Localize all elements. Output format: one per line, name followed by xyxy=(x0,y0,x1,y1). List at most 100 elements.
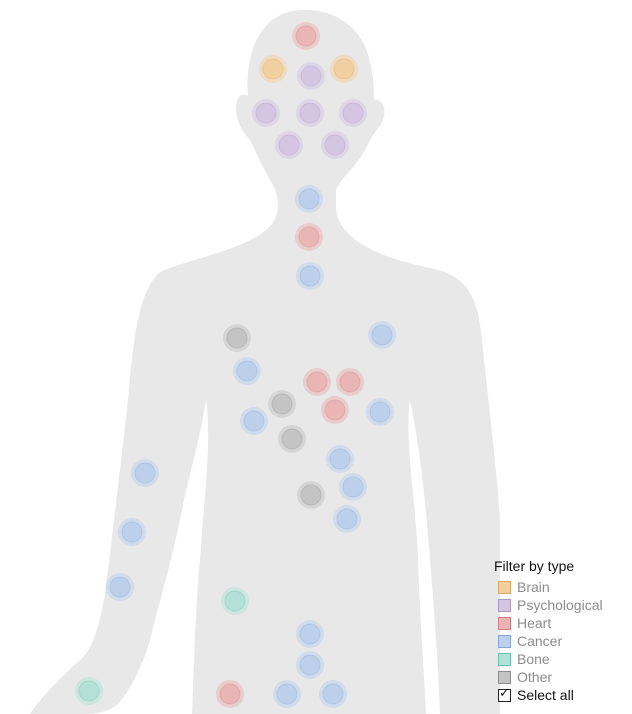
dot-core xyxy=(243,410,265,432)
condition-dot-cancer[interactable] xyxy=(296,262,324,290)
condition-dot-cancer[interactable] xyxy=(233,357,261,385)
select-all-checkbox[interactable]: ✓ xyxy=(498,684,511,702)
condition-dot-psychological[interactable] xyxy=(275,131,303,159)
filter-option-other[interactable]: Other xyxy=(494,668,626,686)
bone-swatch-icon xyxy=(498,652,511,666)
condition-dot-psychological[interactable] xyxy=(297,62,325,90)
dot-core xyxy=(276,683,298,705)
dot-core xyxy=(262,58,284,80)
filter-label-cancer: Cancer xyxy=(517,633,563,649)
dot-core xyxy=(369,401,391,423)
dot-core xyxy=(298,226,320,248)
condition-dot-cancer[interactable] xyxy=(339,473,367,501)
dot-core xyxy=(299,654,321,676)
condition-dot-heart[interactable] xyxy=(336,368,364,396)
dot-core xyxy=(300,65,322,87)
dot-core xyxy=(236,360,258,382)
filter-label-brain: Brain xyxy=(517,579,550,595)
select-all-option[interactable]: ✓ Select all xyxy=(494,686,626,704)
checkmark-icon: ✓ xyxy=(499,684,510,700)
dot-core xyxy=(299,265,321,287)
select-all-label: Select all xyxy=(517,687,574,703)
filter-label-psychological: Psychological xyxy=(517,597,603,613)
filter-option-heart[interactable]: Heart xyxy=(494,614,626,632)
dot-core xyxy=(300,484,322,506)
condition-dot-cancer[interactable] xyxy=(296,620,324,648)
dot-core xyxy=(324,134,346,156)
condition-dot-heart[interactable] xyxy=(216,680,244,708)
dot-core xyxy=(121,521,143,543)
body-silhouette xyxy=(30,10,500,714)
dot-core xyxy=(336,508,358,530)
filter-option-psychological[interactable]: Psychological xyxy=(494,596,626,614)
dot-core xyxy=(342,102,364,124)
dot-core xyxy=(371,324,393,346)
condition-dot-other[interactable] xyxy=(223,324,251,352)
condition-dot-cancer[interactable] xyxy=(240,407,268,435)
dot-core xyxy=(109,576,131,598)
filter-option-brain[interactable]: Brain xyxy=(494,578,626,596)
dot-core xyxy=(226,327,248,349)
cancer-swatch-icon xyxy=(498,634,511,648)
dot-core xyxy=(306,371,328,393)
dot-core xyxy=(255,102,277,124)
condition-dots xyxy=(75,22,396,708)
condition-dot-cancer[interactable] xyxy=(131,459,159,487)
psychological-swatch-icon xyxy=(498,598,511,612)
condition-dot-psychological[interactable] xyxy=(296,99,324,127)
dot-core xyxy=(78,680,100,702)
condition-dot-cancer[interactable] xyxy=(273,680,301,708)
dot-core xyxy=(339,371,361,393)
condition-dot-heart[interactable] xyxy=(321,396,349,424)
condition-dot-psychological[interactable] xyxy=(321,131,349,159)
condition-dot-other[interactable] xyxy=(278,425,306,453)
condition-dot-brain[interactable] xyxy=(259,55,287,83)
dot-core xyxy=(295,25,317,47)
dot-core xyxy=(271,393,293,415)
condition-dot-bone[interactable] xyxy=(221,587,249,615)
condition-dot-cancer[interactable] xyxy=(368,321,396,349)
condition-dot-psychological[interactable] xyxy=(339,99,367,127)
filter-title: Filter by type xyxy=(494,558,575,574)
filter-option-bone[interactable]: Bone xyxy=(494,650,626,668)
filter-panel: Filter by type Brain Psychological Heart… xyxy=(494,556,626,710)
filter-label-other: Other xyxy=(517,669,553,685)
brain-swatch-icon xyxy=(498,580,511,594)
condition-dot-heart[interactable] xyxy=(303,368,331,396)
condition-dot-other[interactable] xyxy=(297,481,325,509)
condition-dot-cancer[interactable] xyxy=(319,680,347,708)
filter-option-cancer[interactable]: Cancer xyxy=(494,632,626,650)
dot-core xyxy=(219,683,241,705)
condition-dot-heart[interactable] xyxy=(295,223,323,251)
condition-dot-cancer[interactable] xyxy=(326,445,354,473)
condition-dot-cancer[interactable] xyxy=(295,185,323,213)
dot-core xyxy=(134,462,156,484)
dot-core xyxy=(278,134,300,156)
dot-core xyxy=(299,623,321,645)
condition-dot-bone[interactable] xyxy=(75,677,103,705)
other-swatch-icon xyxy=(498,670,511,684)
dot-core xyxy=(224,590,246,612)
dot-core xyxy=(333,58,355,80)
condition-dot-heart[interactable] xyxy=(292,22,320,50)
dot-core xyxy=(324,399,346,421)
condition-dot-cancer[interactable] xyxy=(118,518,146,546)
condition-dot-cancer[interactable] xyxy=(333,505,361,533)
condition-dot-cancer[interactable] xyxy=(366,398,394,426)
condition-dot-other[interactable] xyxy=(268,390,296,418)
condition-dot-cancer[interactable] xyxy=(296,651,324,679)
dot-core xyxy=(342,476,364,498)
heart-swatch-icon xyxy=(498,616,511,630)
condition-dot-brain[interactable] xyxy=(330,55,358,83)
dot-core xyxy=(281,428,303,450)
filter-label-heart: Heart xyxy=(517,615,552,631)
dot-core xyxy=(299,102,321,124)
condition-dot-psychological[interactable] xyxy=(252,99,280,127)
dot-core xyxy=(322,683,344,705)
dot-core xyxy=(298,188,320,210)
dot-core xyxy=(329,448,351,470)
filter-label-bone: Bone xyxy=(517,651,550,667)
condition-dot-cancer[interactable] xyxy=(106,573,134,601)
